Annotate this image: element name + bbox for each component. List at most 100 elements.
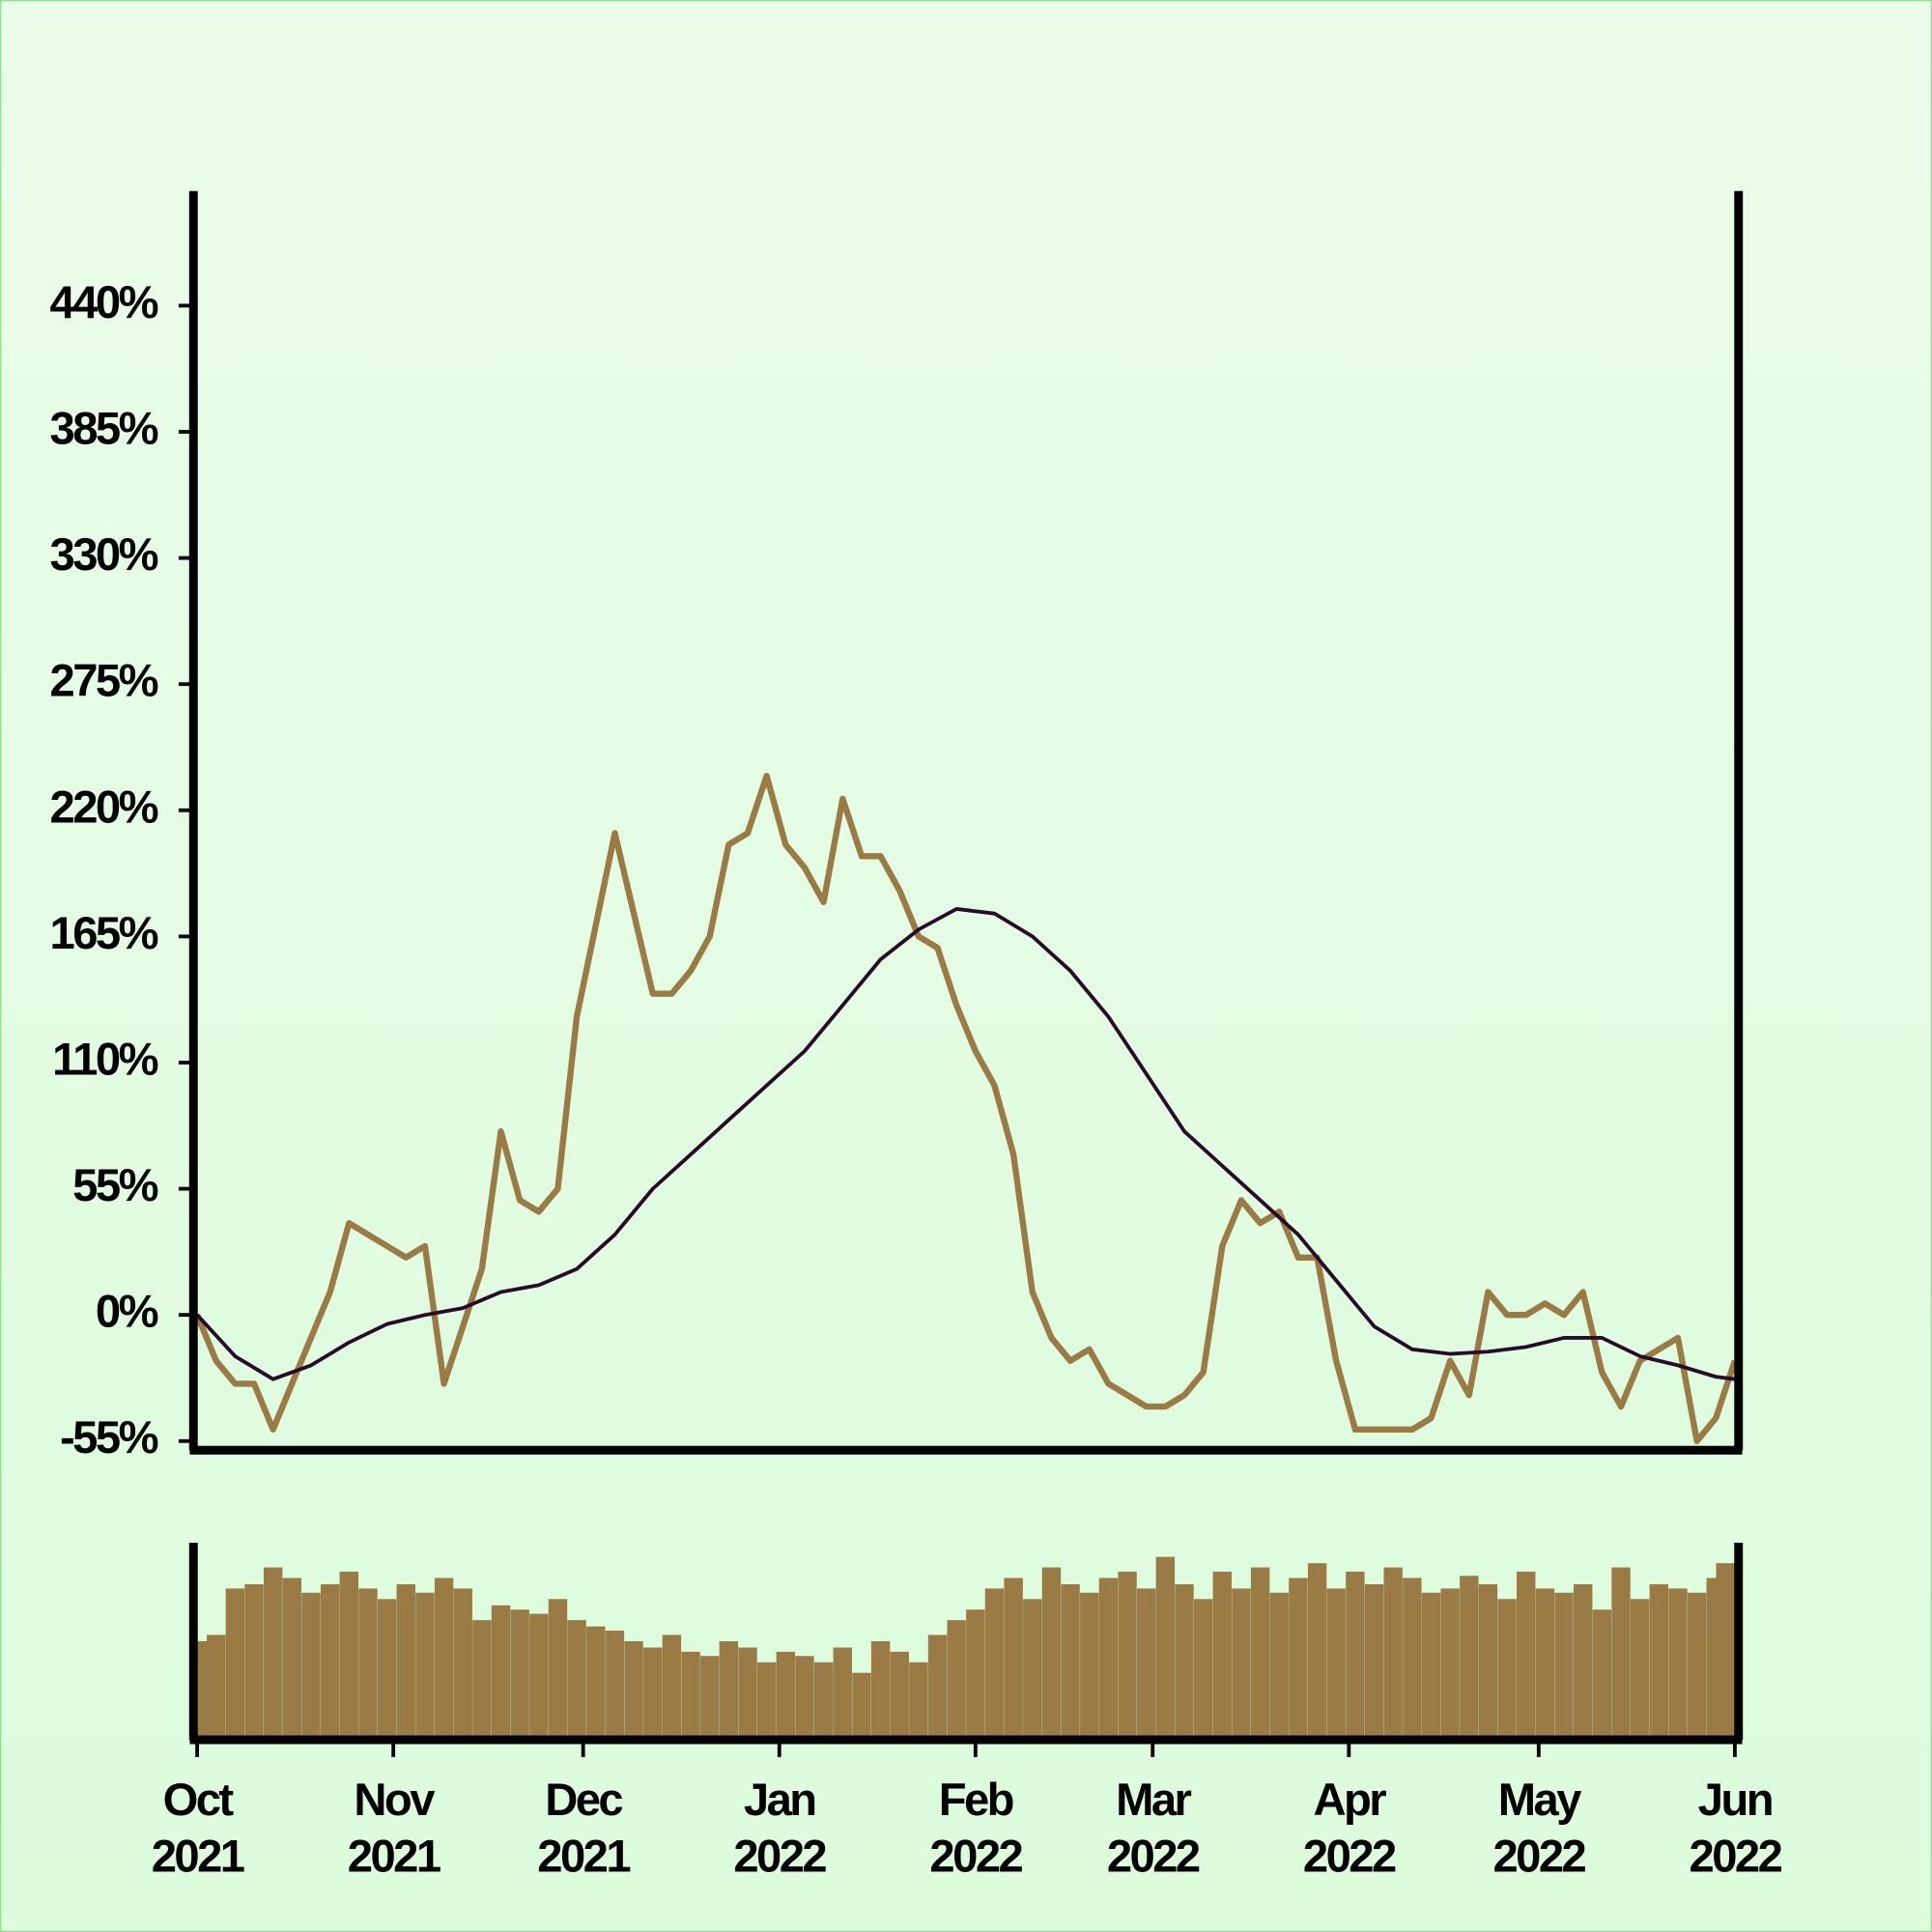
x-tick-label-box: Jan 2022 [733,1774,827,1882]
volume-bar [301,1592,321,1737]
volume-bar [586,1626,606,1737]
x-tick-label-box: Feb 2022 [929,1774,1023,1882]
volume-bar [282,1577,302,1737]
y-tick-label: 220% [50,781,158,833]
volume-bar [662,1634,682,1737]
volume-bar [1535,1588,1555,1737]
x-tick-label-box: Oct 2021 [151,1774,245,1882]
volume-bar [890,1651,909,1737]
y-tick-label: 165% [50,908,158,959]
volume-bar [244,1584,264,1737]
volume-bar [1630,1599,1650,1737]
x-tick-label-box: Mar 2022 [1106,1774,1201,1882]
volume-bar [1023,1599,1042,1737]
volume-bar [396,1584,415,1737]
volume-bar [529,1613,549,1737]
volume-bar [358,1588,378,1737]
volume-bar [1649,1584,1669,1737]
volume-bar [415,1592,435,1737]
volume-bar [263,1567,283,1737]
volume-bar [225,1588,245,1737]
x-tick-label: May 2022 [1492,1774,1586,1882]
volume-bar [699,1656,720,1737]
y-tick-label: 330% [50,529,158,581]
x-tick-label-box: Jun 2022 [1689,1774,1783,1882]
volume-bar [339,1571,359,1737]
volume-bar [1326,1588,1346,1737]
volume-bar [1592,1609,1612,1737]
volume-bar [1346,1571,1365,1737]
x-tick-label: Mar 2022 [1106,1774,1201,1882]
volume-bar [1478,1584,1498,1737]
series-line [194,773,1738,1445]
x-tick-label-box: May 2022 [1492,1774,1586,1882]
volume-bar [491,1605,511,1737]
volume-bar [1668,1588,1688,1737]
y-tick-label: 385% [50,403,158,454]
x-tick-label-box: Dec 2021 [537,1775,631,1882]
price-panel: -55% 0% 55% 110% 165% 220% 275% 330% 385% 440% Oct… [50,277,1783,1882]
y-tick-label: 55% [72,1160,157,1211]
volume-bar [1383,1567,1403,1737]
volume-bar [1098,1577,1119,1737]
volume-bar [966,1609,985,1737]
volume-bar [1497,1599,1517,1737]
volume-bar [1004,1577,1023,1737]
volume-bar [1193,1599,1213,1737]
volume-bar [1155,1556,1176,1737]
volume-bar [1232,1588,1251,1737]
volume-bar [833,1647,852,1737]
volume-bar [1136,1588,1156,1737]
x-tick-label-box: Nov 2021 [347,1774,441,1882]
volume-bar [624,1640,643,1737]
volume-bar [1460,1576,1479,1737]
volume-bar [756,1662,777,1737]
y-tick-label: 110% [52,1034,157,1085]
volume-bar [1403,1577,1422,1737]
volume-bar [567,1620,586,1737]
series-line [195,907,1736,1381]
volume-bar [1687,1592,1707,1737]
volume-bar [1118,1571,1137,1737]
volume-bar [852,1672,871,1737]
volume-bar [453,1588,472,1737]
volume-bar [1061,1584,1080,1737]
x-tick-label-box: Apr 2022 [1303,1775,1397,1882]
volume-bar [1080,1592,1099,1737]
volume-bar [1250,1567,1270,1737]
volume-bar [1212,1571,1233,1737]
volume-bar [947,1620,966,1737]
volume-bar [377,1599,397,1737]
volume-bar [1611,1567,1631,1737]
volume-bar [320,1584,340,1737]
volume-bar [1421,1592,1441,1737]
volume-bar [984,1588,1005,1737]
x-tick-label: Nov 2021 [347,1774,441,1882]
volume-bar [1175,1584,1194,1737]
y-tick-label: 440% [50,277,158,328]
x-tick-label: Jun 2022 [1689,1774,1783,1882]
volume-bar [776,1651,796,1737]
volume-bar [813,1662,834,1737]
y-tick-label: 275% [50,656,158,707]
volume-bar [207,1634,226,1737]
volume-bar [1716,1563,1735,1737]
x-tick-label: Oct 2021 [151,1774,245,1882]
volume-bar [510,1609,529,1737]
volume-bar [643,1647,663,1737]
volume-bar [472,1620,492,1737]
volume-bar [909,1662,928,1737]
y-tick-label: -55% [60,1412,158,1463]
volume-bar [1269,1592,1289,1737]
x-tick-label: Feb 2022 [929,1774,1023,1882]
volume-bar [548,1599,568,1737]
volume-bar [1307,1563,1327,1737]
volume-bar [795,1656,814,1737]
volume-bar [681,1651,700,1737]
x-tick-label: Jan 2022 [733,1774,827,1882]
volume-bar [1517,1571,1536,1737]
volume-bar [1289,1577,1308,1737]
volume-bar [1041,1567,1062,1737]
